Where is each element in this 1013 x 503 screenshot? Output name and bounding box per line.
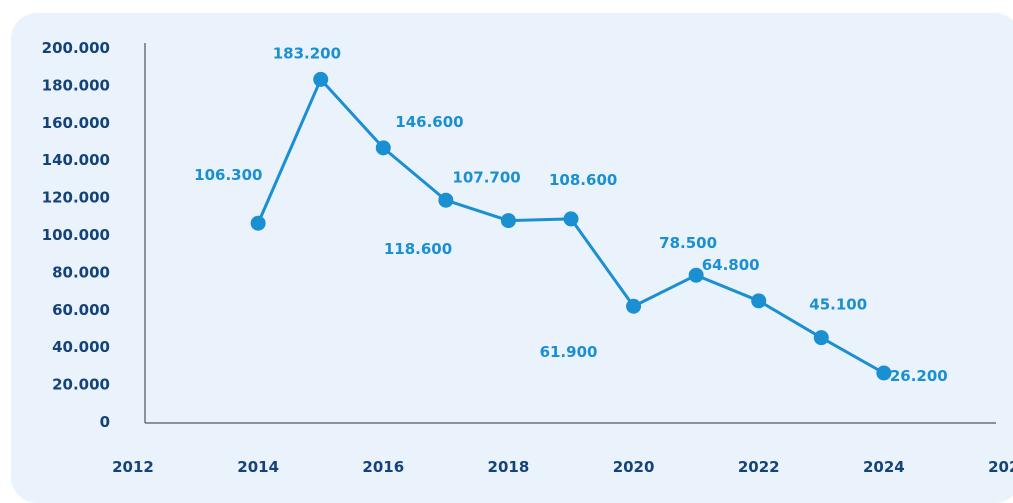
chart-card: 0 20.000 40.000 60.000 80.000 100.000 120.000 1… xyxy=(11,13,1013,503)
data-point xyxy=(876,365,892,381)
data-point xyxy=(250,215,266,231)
data-label: 106.300 xyxy=(194,166,262,184)
line-chart: 0 20.000 40.000 60.000 80.000 100.000 120.000 1… xyxy=(42,39,1013,476)
x-tick-label: 2022 xyxy=(738,458,780,476)
y-tick-label: 160.000 xyxy=(42,114,110,132)
data-point xyxy=(626,298,642,314)
x-tick-label: 2014 xyxy=(237,458,279,476)
data-point xyxy=(313,71,329,87)
data-label: 61.900 xyxy=(540,343,598,361)
y-tick-label: 180.000 xyxy=(42,76,110,94)
y-tick-label: 120.000 xyxy=(42,189,110,207)
y-tick-labels: 0 20.000 40.000 60.000 80.000 100.000 120.000 1… xyxy=(42,39,110,431)
x-tick-labels: 2012 2014 2016 2018 2020 2022 2024 2026 xyxy=(112,458,1013,476)
data-label: 64.800 xyxy=(702,256,760,274)
data-label: 107.700 xyxy=(452,169,520,187)
x-tick-label: 2012 xyxy=(112,458,154,476)
y-tick-label: 60.000 xyxy=(52,301,110,319)
data-label: 78.500 xyxy=(659,234,717,252)
data-point xyxy=(375,140,391,156)
data-point xyxy=(438,192,454,208)
data-label: 183.200 xyxy=(273,44,341,62)
data-point xyxy=(500,213,516,229)
data-label: 146.600 xyxy=(395,113,463,131)
data-point xyxy=(751,293,767,309)
y-tick-label: 200.000 xyxy=(42,39,110,57)
data-point xyxy=(688,267,704,283)
data-point xyxy=(813,330,829,346)
data-label: 108.600 xyxy=(549,171,617,189)
x-tick-label: 2024 xyxy=(863,458,905,476)
y-tick-label: 40.000 xyxy=(52,338,110,356)
y-tick-label: 80.000 xyxy=(52,263,110,281)
axes xyxy=(144,43,996,424)
data-label: 45.100 xyxy=(809,296,867,314)
data-points xyxy=(250,71,892,381)
x-tick-label: 2018 xyxy=(488,458,530,476)
data-point xyxy=(563,211,579,227)
y-tick-label: 100.000 xyxy=(42,226,110,244)
x-tick-label: 2026 xyxy=(988,458,1013,476)
x-tick-label: 2020 xyxy=(613,458,655,476)
y-tick-label: 140.000 xyxy=(42,151,110,169)
data-label: 118.600 xyxy=(384,240,452,258)
y-tick-label: 20.000 xyxy=(52,376,110,394)
x-tick-label: 2016 xyxy=(362,458,404,476)
data-labels: 106.300 183.200 146.600 118.600 107.700 108.6… xyxy=(194,44,948,385)
y-tick-label: 0 xyxy=(100,413,110,431)
data-label: 26.200 xyxy=(890,367,948,385)
